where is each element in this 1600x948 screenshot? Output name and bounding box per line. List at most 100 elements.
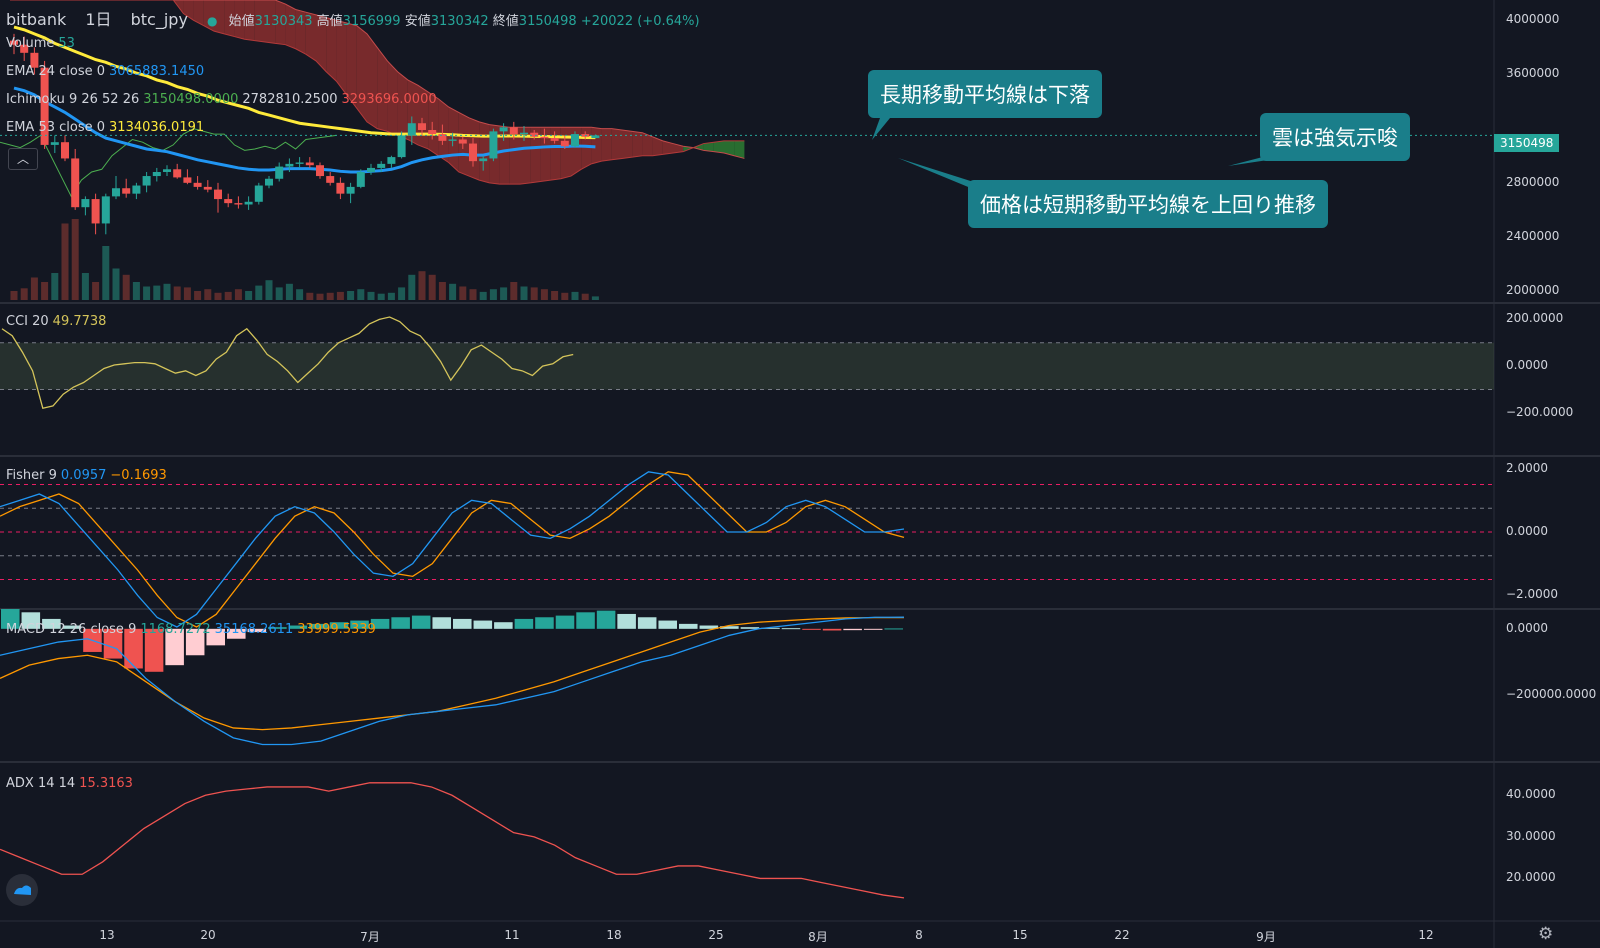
ichimoku-cloud-segment	[438, 98, 449, 163]
volume-value: 53	[58, 36, 75, 51]
macd-tick-label: 0.0000	[1506, 620, 1548, 635]
ema24-value: 3065883.1450	[109, 64, 205, 79]
fisher-tick-label: 0.0000	[1506, 524, 1548, 538]
fisher-legend[interactable]: Fisher 9 0.0957 −0.1693	[6, 468, 171, 483]
price-tick-label: 4000000	[1506, 12, 1560, 27]
ichimoku-cloud-segment	[520, 127, 531, 185]
gear-icon[interactable]: ⚙	[1538, 924, 1554, 944]
macd-histogram-bar	[720, 626, 739, 629]
ichimoku-cloud-segment	[530, 127, 541, 183]
ema24-label: EMA 24 close 0	[6, 64, 106, 79]
candle-body	[550, 138, 559, 141]
ichimoku-cloud-segment	[560, 127, 571, 179]
macd-histogram-bar	[843, 628, 862, 631]
candle-body	[244, 201, 253, 205]
candle-body	[214, 189, 222, 200]
macd-histogram-bar	[596, 610, 616, 629]
volume-bar	[561, 292, 569, 300]
fisher-label: Fisher 9	[6, 468, 57, 483]
ema53-legend[interactable]: EMA 53 close 0 3134036.0191	[6, 120, 208, 135]
macd-histogram-bar	[494, 622, 513, 629]
volume-bar	[51, 273, 59, 300]
macd-histogram-bar	[288, 625, 308, 629]
volume-bar	[234, 289, 242, 300]
candle-body	[112, 188, 120, 197]
volume-bar	[132, 282, 140, 300]
macd-legend[interactable]: MACD 12 26 close 9 1168.7272 35168.2611 339…	[6, 622, 380, 637]
ichimoku-cloud-segment	[275, 0, 286, 45]
exchange-name: bitbank	[6, 10, 67, 29]
candle-body	[10, 40, 18, 45]
ema24-legend[interactable]: EMA 24 close 0 3065883.1450	[6, 64, 208, 79]
cci-legend[interactable]: CCI 20 49.7738	[6, 314, 110, 329]
ichimoku-cloud-segment	[703, 142, 714, 152]
candle-body	[71, 158, 80, 208]
macd-histogram-bar	[165, 628, 184, 666]
volume-bar	[520, 286, 528, 300]
adx-value: 15.3163	[79, 776, 133, 791]
candle-body	[560, 140, 569, 147]
tradingview-logo[interactable]	[6, 874, 38, 906]
ichimoku-cloud-segment	[244, 0, 255, 41]
time-tick-label: 12	[1418, 928, 1434, 942]
candle-body	[418, 123, 426, 131]
ichimoku-cloud-segment	[724, 140, 735, 156]
candle-body	[458, 139, 467, 144]
macd-histogram-bar	[144, 628, 164, 672]
macd-histogram-bar	[740, 627, 760, 629]
volume-bar	[265, 280, 273, 300]
adx-tick-label: 40.0000	[1506, 787, 1556, 802]
volume-bar	[204, 289, 212, 300]
candle-body	[132, 185, 141, 194]
macd-signal-line	[0, 616, 905, 731]
candle-body	[234, 203, 243, 205]
volume-bar	[326, 292, 334, 300]
volume-bar	[275, 287, 283, 300]
ichimoku-cloud-segment	[377, 47, 388, 132]
collapse-legend-button[interactable]: ︿	[8, 148, 38, 170]
candle-body	[387, 157, 396, 164]
fisher-tick-label: 2.0000	[1506, 460, 1548, 475]
candle-body	[479, 158, 488, 162]
ichimoku-value-2: 2782810.2500	[242, 92, 338, 107]
candle-body	[438, 134, 447, 141]
candle-body	[275, 166, 284, 179]
candle-body	[346, 186, 355, 194]
candle-body	[520, 132, 528, 135]
adx-legend[interactable]: ADX 14 14 15.3163	[6, 776, 137, 791]
ichimoku-legend[interactable]: Ichimoku 9 26 52 26 3150498.0000 2782810.2…	[6, 92, 441, 107]
candle-body	[316, 165, 324, 177]
macd-histogram-bar	[350, 620, 369, 629]
macd-histogram-bar	[432, 617, 451, 629]
candle-body	[367, 167, 375, 172]
macd-histogram-bar	[863, 628, 883, 630]
macd-histogram-bar	[555, 615, 575, 629]
candle-body	[203, 186, 212, 190]
volume-bar	[591, 296, 599, 300]
macd-line	[0, 616, 905, 746]
macd-histogram-bar	[309, 623, 328, 629]
symbol-name[interactable]: btc_jpy	[130, 10, 188, 29]
candle-body	[20, 44, 29, 53]
price-tick-label: 2000000	[1506, 283, 1560, 298]
macd-histogram-bar	[247, 628, 267, 633]
volume-bar	[163, 283, 171, 300]
ichimoku-cloud-segment	[356, 25, 367, 122]
volume-legend[interactable]: Volume 53	[6, 36, 79, 51]
interval-label[interactable]: 1日	[85, 10, 112, 29]
candle-body	[591, 135, 600, 139]
callout-cloud: 雲は強気示唆	[1260, 113, 1410, 161]
cci-band	[0, 342, 1494, 390]
cloud-logo-icon	[14, 885, 31, 895]
last-price-tag: 3150498	[1494, 134, 1560, 152]
volume-bar	[500, 287, 508, 300]
candle-body	[397, 135, 406, 158]
volume-bar	[469, 289, 477, 300]
time-tick-label: 9月	[1256, 930, 1276, 944]
cloud-span-b-line	[10, 0, 745, 185]
volume-bar	[438, 282, 446, 300]
candle-body	[142, 176, 151, 186]
candle-body	[509, 127, 518, 135]
macd-histogram-bar	[124, 628, 143, 669]
